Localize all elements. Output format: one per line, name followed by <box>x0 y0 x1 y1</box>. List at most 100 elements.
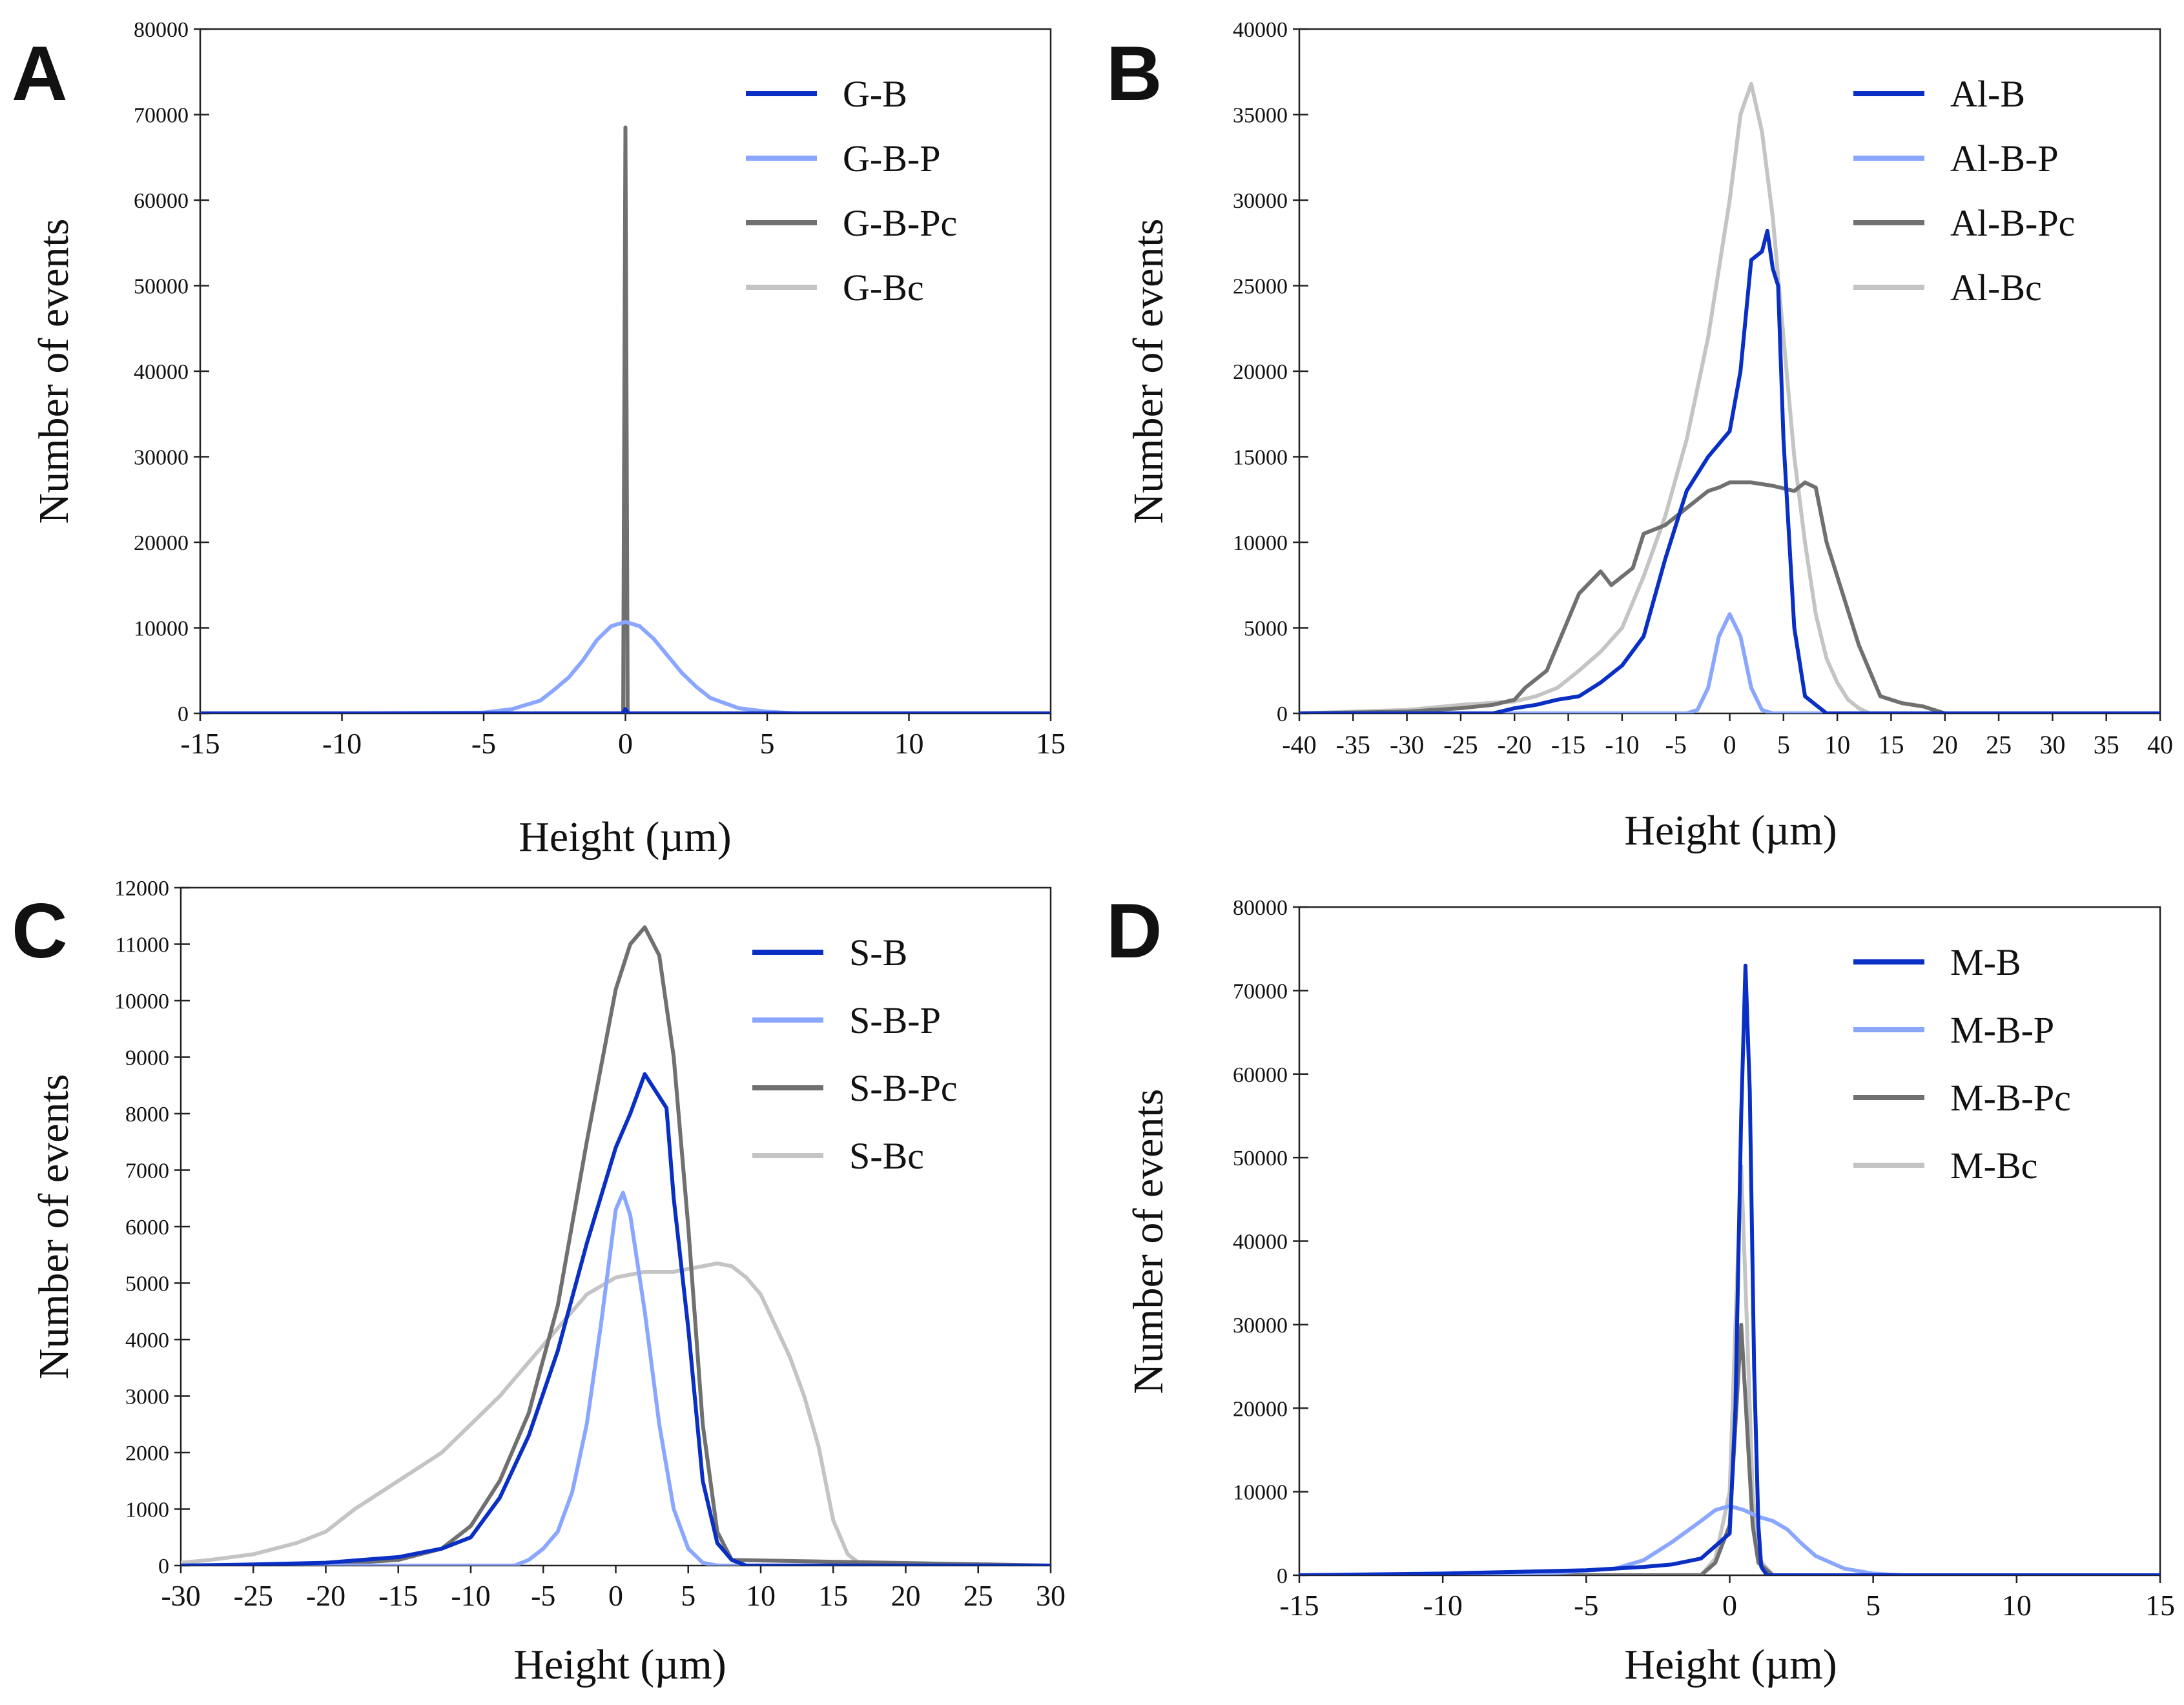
series-line-al-b <box>1299 229 2160 713</box>
y-tick-label: 0 <box>1277 702 1288 726</box>
x-tick-label: -10 <box>1423 1589 1463 1622</box>
x-tick-label: 0 <box>618 727 633 760</box>
chart-panel-b: 0 5000 10000 15000 20000 25000 30000 35000 40000… <box>1125 18 2173 854</box>
y-tick-label: 40000 <box>1233 18 1288 42</box>
legend-label: S-B-Pc <box>849 1067 958 1109</box>
y-tick-label: 60000 <box>134 189 189 213</box>
legend-label: G-B <box>843 73 907 115</box>
series-line-al-b-pc <box>1299 480 2160 713</box>
y-tick-label: 50000 <box>1233 1147 1288 1170</box>
x-tick-label: 30 <box>1036 1579 1066 1612</box>
legend-label: S-B <box>849 932 907 974</box>
y-tick-label: 40000 <box>134 360 189 384</box>
x-tick-label: 5 <box>681 1579 695 1612</box>
x-tick-label: -5 <box>471 727 496 760</box>
x-tick-label: 10 <box>2002 1589 2032 1622</box>
x-tick-label: -5 <box>1574 1589 1598 1622</box>
y-tick-label: 4000 <box>125 1329 169 1353</box>
x-tick-label: -25 <box>1443 730 1478 759</box>
y-axis-label: Number of events <box>30 1074 77 1380</box>
x-tick-label: 25 <box>1986 730 2012 759</box>
x-axis-label: Height (µm) <box>1624 1641 1837 1688</box>
series-line-g-b <box>200 707 1051 713</box>
y-tick-label: 5000 <box>125 1272 169 1296</box>
x-tick-label: 10 <box>1824 730 1850 759</box>
x-tick-label: 15 <box>1036 727 1066 760</box>
y-tick-label: 5000 <box>1244 617 1288 641</box>
legend-label: Al-Bc <box>1950 267 2042 309</box>
series-line-al-bc <box>1299 81 2160 713</box>
panel-letter-b: B <box>1106 30 1162 117</box>
x-tick-label: 20 <box>891 1579 921 1612</box>
y-tick-label: 9000 <box>125 1046 169 1070</box>
y-tick-label: 11000 <box>115 934 169 957</box>
y-tick-label: 70000 <box>134 104 189 128</box>
x-tick-label: 30 <box>2039 730 2065 759</box>
y-tick-label: 60000 <box>1233 1063 1288 1087</box>
legend-label: Al-B <box>1950 73 2025 115</box>
x-tick-label: -5 <box>1665 730 1687 759</box>
x-tick-label: -5 <box>531 1579 555 1612</box>
series-line-s-bc <box>181 1261 1051 1566</box>
legend-label: G-Bc <box>843 267 924 309</box>
x-axis-label: Height (µm) <box>513 1641 726 1688</box>
y-tick-label: 0 <box>178 702 189 726</box>
x-tick-label: -30 <box>1390 730 1424 759</box>
y-tick-label: 0 <box>1277 1564 1288 1588</box>
x-tick-label: -40 <box>1282 730 1316 759</box>
y-axis-label: Number of events <box>1125 219 1172 524</box>
series-line-al-b-p <box>1299 612 2160 713</box>
x-tick-label: 35 <box>2094 730 2119 759</box>
y-tick-label: 12000 <box>114 877 169 901</box>
y-tick-label: 15000 <box>1233 446 1288 470</box>
x-tick-label: -15 <box>1551 730 1585 759</box>
series-line-g-b-p <box>370 620 1051 713</box>
legend-label: S-Bc <box>849 1135 924 1177</box>
chart-panel-c: 0100020003000400050006000700080009000100… <box>30 877 1066 1688</box>
x-axis-label: Height (µm) <box>1624 807 1837 854</box>
y-tick-label: 20000 <box>134 531 189 555</box>
y-tick-label: 7000 <box>125 1159 169 1183</box>
x-tick-label: -35 <box>1336 730 1370 759</box>
x-tick-label: -20 <box>1498 730 1532 759</box>
y-tick-label: 6000 <box>125 1216 169 1240</box>
y-tick-label: 0 <box>158 1555 169 1578</box>
x-tick-label: 25 <box>963 1579 993 1612</box>
y-tick-label: 20000 <box>1233 1397 1288 1421</box>
y-tick-label: 3000 <box>125 1385 169 1409</box>
y-tick-label: 70000 <box>1233 979 1288 1003</box>
chart-panel-a: 0 10000 20000 30000 40000 50000 60000 70000 8000… <box>30 18 1066 861</box>
x-tick-label: -25 <box>234 1579 273 1612</box>
y-tick-label: 30000 <box>134 446 189 470</box>
legend-label: M-B-P <box>1950 1009 2054 1051</box>
series-line-g-b-pc <box>200 125 1051 713</box>
y-tick-label: 40000 <box>1233 1230 1288 1254</box>
panel-letter-c: C <box>12 888 68 974</box>
x-tick-label: 10 <box>746 1579 776 1612</box>
x-tick-label: -10 <box>322 727 362 760</box>
legend-label: M-Bc <box>1950 1145 2037 1187</box>
y-tick-label: 30000 <box>1233 189 1288 213</box>
legend-label: M-B <box>1950 941 2021 983</box>
y-tick-label: 8000 <box>125 1103 169 1127</box>
legend-label: Al-B-P <box>1950 138 2059 179</box>
x-tick-label: 15 <box>2145 1589 2175 1622</box>
series-line-m-b <box>1299 963 2160 1575</box>
x-tick-label: -15 <box>180 727 220 760</box>
x-tick-label: 40 <box>2147 730 2173 759</box>
x-tick-label: 20 <box>1932 730 1958 759</box>
x-tick-label: 10 <box>894 727 924 760</box>
legend-label: Al-B-Pc <box>1950 202 2075 244</box>
x-axis-label: Height (µm) <box>519 813 731 861</box>
y-tick-label: 35000 <box>1233 104 1288 128</box>
x-tick-label: -10 <box>1605 730 1639 759</box>
x-tick-label: 0 <box>608 1579 623 1612</box>
chart-panel-d: 0 10000 20000 30000 40000 50000 60000 70000 8000… <box>1125 896 2175 1688</box>
y-tick-label: 10000 <box>1233 1481 1288 1505</box>
x-tick-label: 15 <box>818 1579 848 1612</box>
y-axis-label: Number of events <box>1125 1089 1172 1394</box>
legend-label: G-B-Pc <box>843 202 957 244</box>
x-tick-label: 5 <box>760 727 775 760</box>
series-line-s-b-p <box>181 1190 1051 1566</box>
